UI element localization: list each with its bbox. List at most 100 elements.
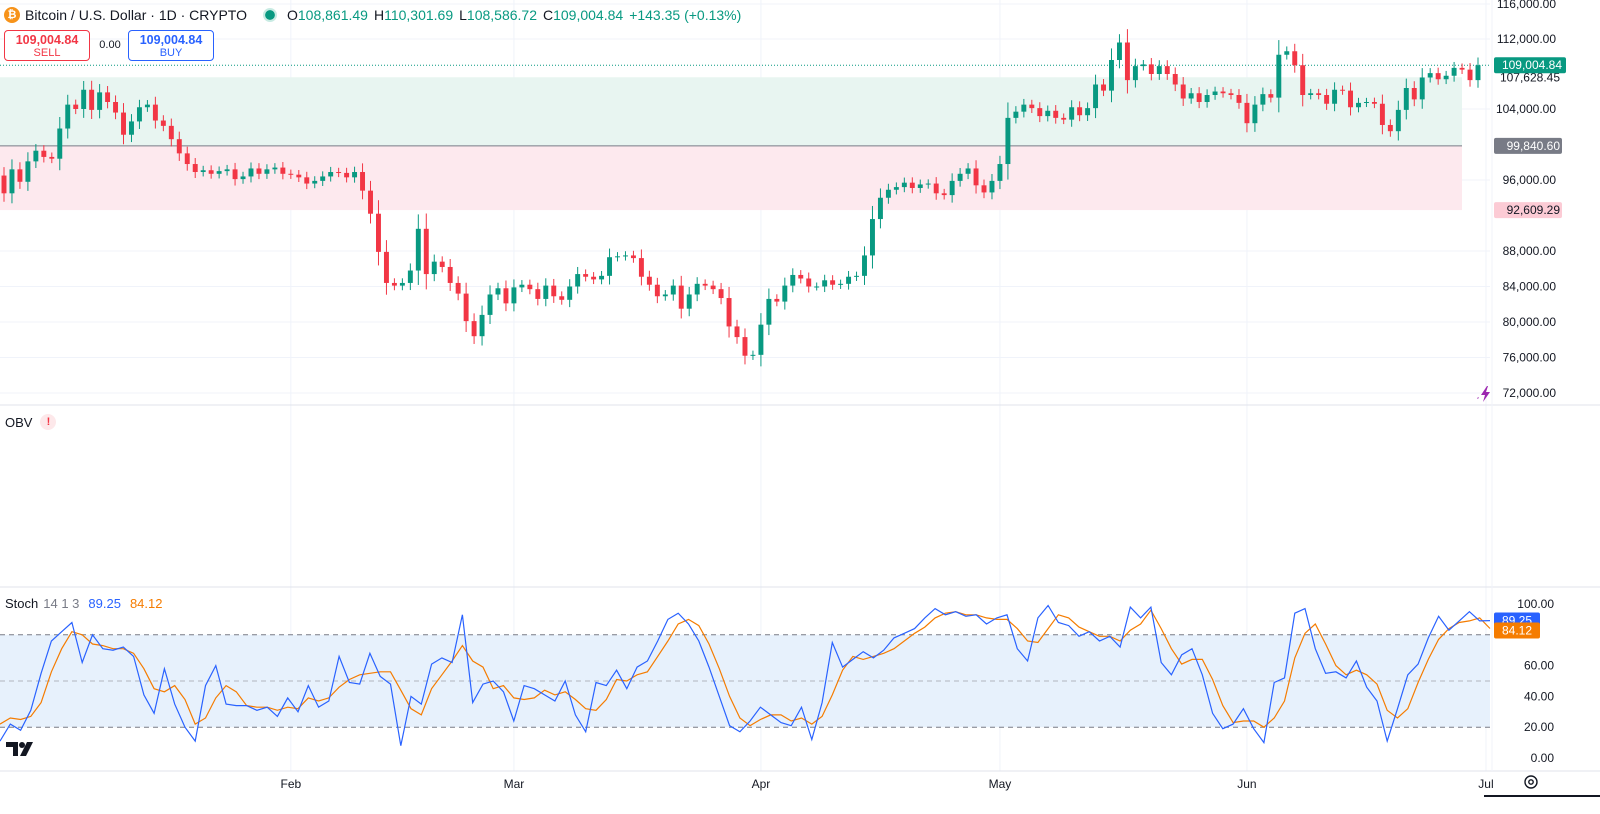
candle-body [965, 168, 971, 174]
time-axis[interactable]: Feb Mar Apr May Jun Jul [280, 777, 1493, 791]
candle-body [1172, 74, 1178, 85]
candle-body [623, 255, 628, 257]
candle-body [615, 256, 620, 258]
bitcoin-icon: ₿ [4, 7, 20, 23]
candle-body [1037, 108, 1043, 117]
stoch-tick-label: 100.00 [1517, 597, 1554, 611]
obv-legend[interactable]: OBV ! [5, 414, 57, 430]
candle-body [1228, 93, 1234, 95]
candle-body [638, 258, 644, 277]
candle-body [654, 284, 660, 297]
candle-body [1013, 111, 1019, 118]
close-label: C [542, 7, 554, 23]
candle-body [152, 104, 158, 121]
last-price-label: 109,004.84 [1502, 58, 1562, 72]
candle-body [1387, 124, 1393, 132]
candle-body [718, 289, 724, 299]
candle-body [543, 285, 549, 299]
last-price-tag [1494, 57, 1566, 74]
gear-icon[interactable] [1523, 774, 1539, 790]
candle-body [1236, 95, 1242, 103]
candle-body [1140, 64, 1146, 67]
candle-body [854, 275, 859, 277]
candle-body [280, 167, 286, 174]
market-open-icon[interactable] [262, 8, 277, 22]
lightning-icon[interactable] [1474, 384, 1496, 404]
candle-body [57, 128, 63, 159]
price-tick-label: 104,000.00 [1496, 102, 1556, 116]
candle-body [1260, 94, 1266, 105]
sell-button[interactable]: 109,004.84 SELL [4, 30, 90, 61]
candle-body [909, 182, 915, 188]
candle-body [519, 284, 525, 288]
candle-body [662, 294, 668, 297]
tradingview-logo-icon[interactable] [6, 740, 38, 758]
stoch-band-fill [0, 634, 1490, 728]
candle-body [957, 173, 963, 181]
sell-label: SELL [33, 47, 61, 59]
candle-body [575, 274, 581, 287]
candle-body [1379, 103, 1385, 125]
buy-button[interactable]: 109,004.84 BUY [128, 30, 214, 61]
pane-separators[interactable] [0, 0, 1600, 797]
candle-body [455, 282, 461, 294]
level-label-bg [1494, 137, 1562, 154]
candle-body [838, 283, 844, 285]
candle-body [272, 167, 278, 170]
candle-body [105, 92, 111, 102]
candle-body [439, 261, 445, 267]
candle-body [702, 283, 708, 286]
candle-body [320, 176, 326, 181]
candle-body [97, 92, 103, 110]
candle-body [1188, 93, 1194, 99]
stoch-tick-label: 0.00 [1531, 751, 1555, 765]
candle-body [240, 176, 246, 180]
candle-body [1443, 75, 1449, 80]
exclamation-icon[interactable]: ! [40, 414, 57, 430]
candle-body [1109, 60, 1114, 91]
close-value: 109,004.84 [553, 7, 624, 23]
candle-body [758, 324, 764, 355]
candle-body [1220, 91, 1226, 94]
candle-body [1029, 104, 1035, 109]
candle-body [41, 150, 47, 157]
candle-body [344, 172, 350, 178]
level-label: 99,840.60 [1507, 139, 1561, 153]
candle-body [1148, 64, 1154, 74]
price-tick-label: 72,000.00 [1503, 386, 1557, 400]
candle-body [256, 168, 262, 174]
open-value: 108,861.49 [297, 7, 368, 23]
candle-body [1021, 104, 1027, 112]
stoch-band-zone [0, 634, 1490, 728]
price-axis[interactable]: 116,000.00 112,000.00 104,000.00 96,000.00 8… [1494, 0, 1566, 400]
open-label: O [286, 7, 298, 23]
candle-body [176, 139, 182, 154]
price-zones [0, 64, 1490, 211]
candle-body [136, 107, 142, 122]
stoch-k-value: 89.25 [88, 596, 121, 611]
candle-body [192, 164, 198, 173]
price-tick-label: 116,000.00 [1497, 0, 1556, 11]
candle-body [479, 314, 485, 337]
candle-body [160, 120, 166, 126]
price-tick-label: 112,000.00 [1497, 32, 1556, 46]
candle-body [296, 174, 302, 178]
candle-body [822, 280, 828, 287]
candle-body [376, 213, 381, 252]
candle-body [1427, 73, 1433, 78]
candle-body [1371, 102, 1377, 104]
candle-body [925, 183, 931, 185]
change-value: +143.35 (+0.13%) [629, 7, 742, 23]
stoch-legend[interactable]: Stoch 14 1 3 89.25 84.12 [5, 596, 163, 611]
candle-body [607, 257, 613, 276]
candle-body [304, 177, 310, 184]
candle-body [782, 285, 788, 302]
candlestick-series [1, 29, 1481, 367]
stoch-k-line [0, 604, 1491, 746]
symbol-title[interactable]: Bitcoin / U.S. Dollar · 1D · CRYPTO [25, 7, 247, 23]
candle-body [423, 228, 429, 275]
candle-body [113, 102, 119, 113]
